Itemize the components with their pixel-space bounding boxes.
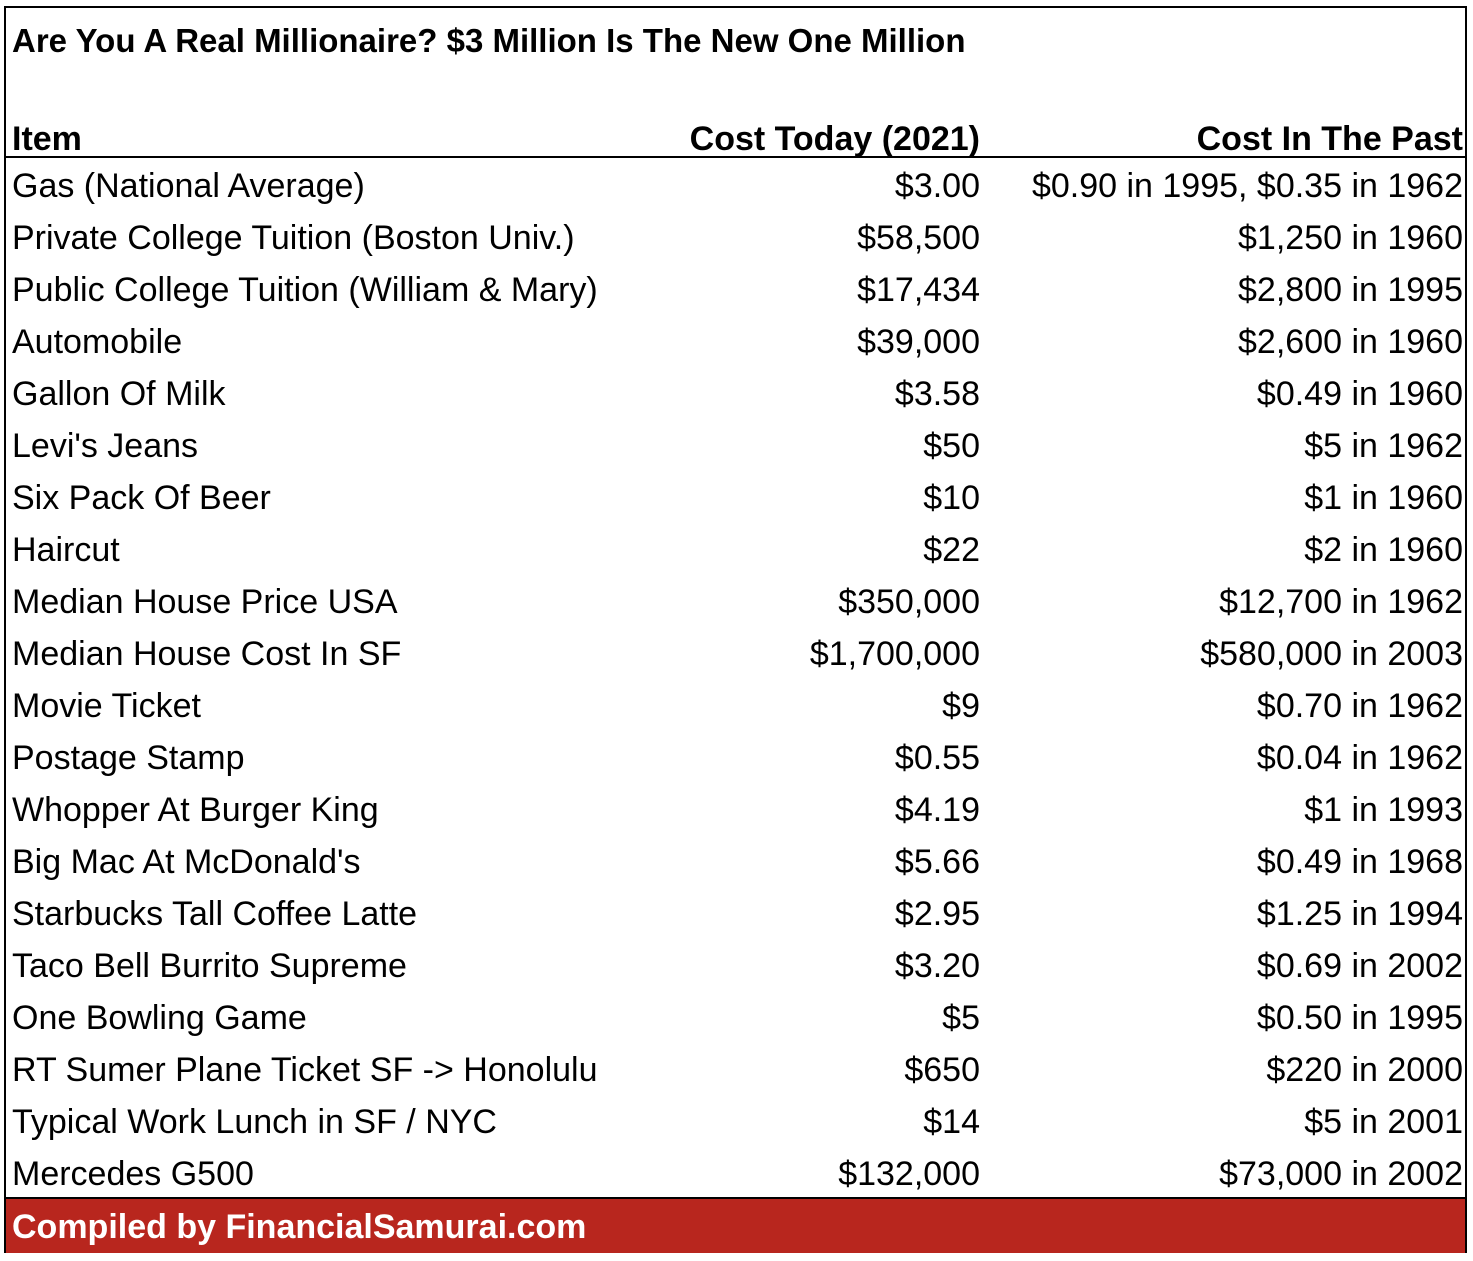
item-cell: Private College Tuition (Boston Univ.): [12, 219, 575, 257]
cost-today-cell: $58,500: [857, 219, 980, 257]
cost-today-cell: $9: [942, 687, 980, 725]
cost-today-cell: $10: [923, 479, 980, 517]
table-row: Haircut $22 $2 in 1960: [6, 523, 1465, 575]
item-cell: Movie Ticket: [12, 687, 201, 725]
table-body: Gas (National Average) $3.00 $0.90 in 1995…: [6, 159, 1465, 1199]
item-cell: Whopper At Burger King: [12, 791, 379, 829]
item-cell: Big Mac At McDonald's: [12, 843, 361, 881]
cost-past-cell: $1 in 1993: [1304, 791, 1463, 829]
footer-banner: Compiled by FinancialSamurai.com: [6, 1197, 1465, 1253]
cost-past-cell: $73,000 in 2002: [1219, 1155, 1463, 1193]
header-divider: [6, 156, 1465, 158]
cost-past-cell: $5 in 2001: [1304, 1103, 1463, 1141]
cost-today-cell: $5.66: [894, 843, 980, 881]
table-row: Gallon Of Milk $3.58 $0.49 in 1960: [6, 367, 1465, 419]
item-cell: Median House Cost In SF: [12, 635, 402, 673]
cost-past-cell: $0.49 in 1960: [1256, 375, 1463, 413]
cost-past-cell: $2,800 in 1995: [1238, 271, 1463, 309]
table-row: One Bowling Game $5 $0.50 in 1995: [6, 991, 1465, 1043]
cost-past-cell: $0.50 in 1995: [1256, 999, 1463, 1037]
cost-past-cell: $0.04 in 1962: [1256, 739, 1463, 777]
cost-past-cell: $0.90 in 1995, $0.35 in 1962: [1031, 167, 1463, 205]
cost-past-cell: $580,000 in 2003: [1200, 635, 1463, 673]
item-cell: RT Sumer Plane Ticket SF -> Honolulu: [12, 1051, 598, 1089]
item-cell: Gallon Of Milk: [12, 375, 226, 413]
cost-table: Are You A Real Millionaire? $3 Million I…: [4, 6, 1467, 1253]
header-cost-today: Cost Today (2021): [689, 120, 980, 158]
cost-past-cell: $12,700 in 1962: [1219, 583, 1463, 621]
table-row: Mercedes G500 $132,000 $73,000 in 2002: [6, 1147, 1465, 1199]
cost-today-cell: $5: [942, 999, 980, 1037]
table-row: Typical Work Lunch in SF / NYC $14 $5 in 2…: [6, 1095, 1465, 1147]
cost-today-cell: $22: [923, 531, 980, 569]
item-cell: Gas (National Average): [12, 167, 365, 205]
item-cell: Mercedes G500: [12, 1155, 254, 1193]
cost-today-cell: $3.58: [894, 375, 980, 413]
table-row: Taco Bell Burrito Supreme $3.20 $0.69 in 2…: [6, 939, 1465, 991]
table-row: Levi's Jeans $50 $5 in 1962: [6, 419, 1465, 471]
item-cell: Haircut: [12, 531, 120, 569]
cost-past-cell: $0.69 in 2002: [1256, 947, 1463, 985]
cost-past-cell: $2,600 in 1960: [1238, 323, 1463, 361]
table-row: Big Mac At McDonald's $5.66 $0.49 in 1968: [6, 835, 1465, 887]
item-cell: Median House Price USA: [12, 583, 398, 621]
cost-past-cell: $2 in 1960: [1304, 531, 1463, 569]
header-cost-past: Cost In The Past: [1196, 120, 1463, 158]
cost-past-cell: $1.25 in 1994: [1256, 895, 1463, 933]
table-row: Gas (National Average) $3.00 $0.90 in 1995…: [6, 159, 1465, 211]
cost-today-cell: $14: [923, 1103, 980, 1141]
table-row: Starbucks Tall Coffee Latte $2.95 $1.25 in…: [6, 887, 1465, 939]
item-cell: Public College Tuition (William & Mary): [12, 271, 598, 309]
cost-past-cell: $1 in 1960: [1304, 479, 1463, 517]
cost-today-cell: $0.55: [894, 739, 980, 777]
cost-today-cell: $3.00: [894, 167, 980, 205]
item-cell: Postage Stamp: [12, 739, 245, 777]
table-row: Postage Stamp $0.55 $0.04 in 1962: [6, 731, 1465, 783]
cost-today-cell: $4.19: [894, 791, 980, 829]
table-row: Movie Ticket $9 $0.70 in 1962: [6, 679, 1465, 731]
item-cell: Automobile: [12, 323, 183, 361]
table-row: Six Pack Of Beer $10 $1 in 1960: [6, 471, 1465, 523]
table-row: Private College Tuition (Boston Univ.) $5…: [6, 211, 1465, 263]
cost-today-cell: $650: [904, 1051, 980, 1089]
table-row: RT Sumer Plane Ticket SF -> Honolulu $650…: [6, 1043, 1465, 1095]
table-row: Median House Price USA $350,000 $12,700 in…: [6, 575, 1465, 627]
cost-today-cell: $50: [923, 427, 980, 465]
cost-today-cell: $1,700,000: [809, 635, 980, 673]
footer-credit: Compiled by FinancialSamurai.com: [12, 1208, 587, 1246]
table-title: Are You A Real Millionaire? $3 Million I…: [12, 22, 966, 59]
table-row: Whopper At Burger King $4.19 $1 in 1993: [6, 783, 1465, 835]
cost-today-cell: $17,434: [857, 271, 980, 309]
table-row: Median House Cost In SF $1,700,000 $580,00…: [6, 627, 1465, 679]
cost-today-cell: $2.95: [894, 895, 980, 933]
item-cell: Six Pack Of Beer: [12, 479, 271, 517]
cost-past-cell: $0.70 in 1962: [1256, 687, 1463, 725]
cost-past-cell: $0.49 in 1968: [1256, 843, 1463, 881]
cost-past-cell: $220 in 2000: [1266, 1051, 1463, 1089]
cost-past-cell: $1,250 in 1960: [1238, 219, 1463, 257]
cost-today-cell: $132,000: [838, 1155, 980, 1193]
item-cell: Starbucks Tall Coffee Latte: [12, 895, 418, 933]
item-cell: Levi's Jeans: [12, 427, 199, 465]
cost-today-cell: $3.20: [894, 947, 980, 985]
cost-today-cell: $350,000: [838, 583, 980, 621]
cost-past-cell: $5 in 1962: [1304, 427, 1463, 465]
item-cell: One Bowling Game: [12, 999, 307, 1037]
item-cell: Taco Bell Burrito Supreme: [12, 947, 407, 985]
header-item: Item: [12, 120, 82, 158]
table-row: Automobile $39,000 $2,600 in 1960: [6, 315, 1465, 367]
cost-today-cell: $39,000: [857, 323, 980, 361]
item-cell: Typical Work Lunch in SF / NYC: [12, 1103, 497, 1141]
table-row: Public College Tuition (William & Mary) $…: [6, 263, 1465, 315]
